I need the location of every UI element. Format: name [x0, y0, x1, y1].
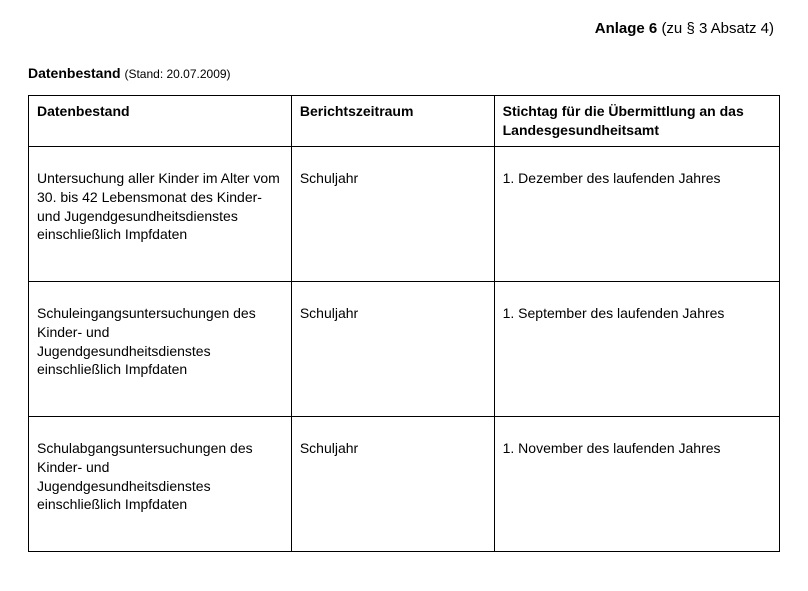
data-table: Datenbestand Berichtszeitraum Stichtag f… [28, 95, 780, 552]
col-header-datenbestand: Datenbestand [29, 96, 292, 147]
table-header-row: Datenbestand Berichtszeitraum Stichtag f… [29, 96, 780, 147]
anlage-reference: (zu § 3 Absatz 4) [661, 20, 774, 37]
cell-datenbestand: Schuleingangsuntersuchungen des Kinder- … [29, 281, 292, 416]
table-row: Untersuchung aller Kinder im Alter vom 3… [29, 146, 780, 281]
table-row: Schulabgangsuntersuchungen des Kinder- u… [29, 416, 780, 551]
subtitle-stand: (Stand: 20.07.2009) [124, 67, 230, 81]
subtitle: Datenbestand (Stand: 20.07.2009) [28, 65, 780, 81]
cell-stichtag: 1. November des laufenden Jahres [494, 416, 779, 551]
col-header-stichtag: Stichtag für die Übermittlung an das Lan… [494, 96, 779, 147]
cell-berichtszeitraum: Schuljahr [291, 416, 494, 551]
cell-stichtag: 1. September des laufenden Jahres [494, 281, 779, 416]
cell-datenbestand: Untersuchung aller Kinder im Alter vom 3… [29, 146, 292, 281]
col-header-berichtszeitraum: Berichtszeitraum [291, 96, 494, 147]
page-header: Anlage 6 (zu § 3 Absatz 4) [28, 20, 780, 37]
cell-datenbestand: Schulabgangsuntersuchungen des Kinder- u… [29, 416, 292, 551]
cell-berichtszeitraum: Schuljahr [291, 281, 494, 416]
table-row: Schuleingangsuntersuchungen des Kinder- … [29, 281, 780, 416]
subtitle-main: Datenbestand [28, 65, 121, 81]
cell-berichtszeitraum: Schuljahr [291, 146, 494, 281]
anlage-label: Anlage 6 [595, 20, 658, 37]
cell-stichtag: 1. Dezember des laufenden Jahres [494, 146, 779, 281]
